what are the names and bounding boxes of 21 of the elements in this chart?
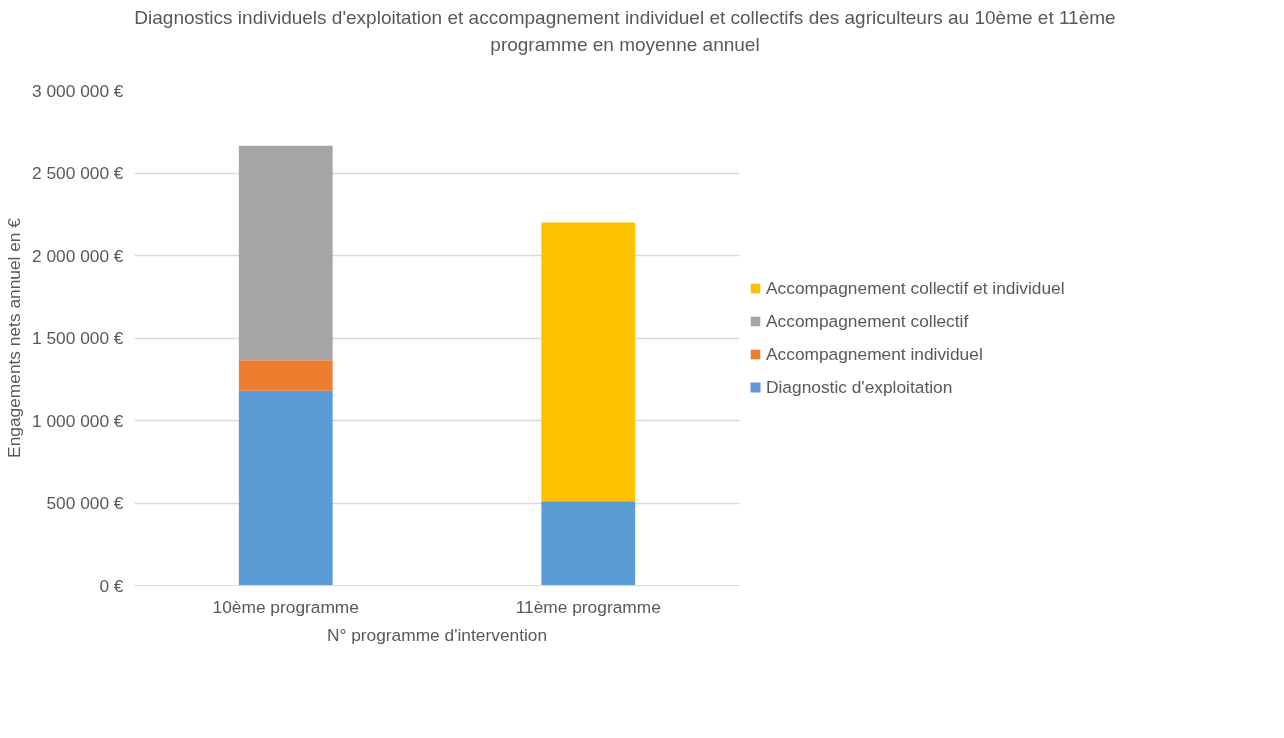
x-axis-title: N° programme d'intervention — [326, 624, 548, 645]
bar — [541, 501, 636, 586]
y-tick-label: 2 500 000 € — [31, 163, 124, 183]
y-tick-label: 1 000 000 € — [31, 410, 124, 431]
bar — [541, 222, 636, 502]
y-tick-label: 2 000 000 € — [31, 245, 124, 266]
bar — [238, 145, 333, 361]
legend-label: Accompagnement collectif et individuel — [766, 277, 1065, 299]
y-tick-label: 0 € — [99, 575, 124, 596]
legend-label: Diagnostic d'exploitation — [766, 376, 953, 398]
y-tick-label: 1 500 000 € — [31, 328, 124, 348]
y-tick-label: 3 000 000 € — [31, 80, 124, 101]
legend-label: Accompagnement collectif — [766, 310, 969, 332]
legend-label: Accompagnement individuel — [766, 343, 983, 365]
bar — [238, 390, 333, 586]
x-tick-label: 11ème programme — [515, 596, 661, 617]
y-axis-title: Engagements nets annuel en € — [3, 217, 24, 458]
chart-title: Diagnostics individuels d'exploitation et accompagnement individuel et collectifs des agriculteurs au 10ème et 11ème programme en moyenne annuel — [133, 6, 1117, 57]
bar — [238, 360, 333, 391]
y-tick-label: 500 000 € — [46, 493, 124, 513]
x-tick-label: 10ème programme — [212, 596, 359, 617]
